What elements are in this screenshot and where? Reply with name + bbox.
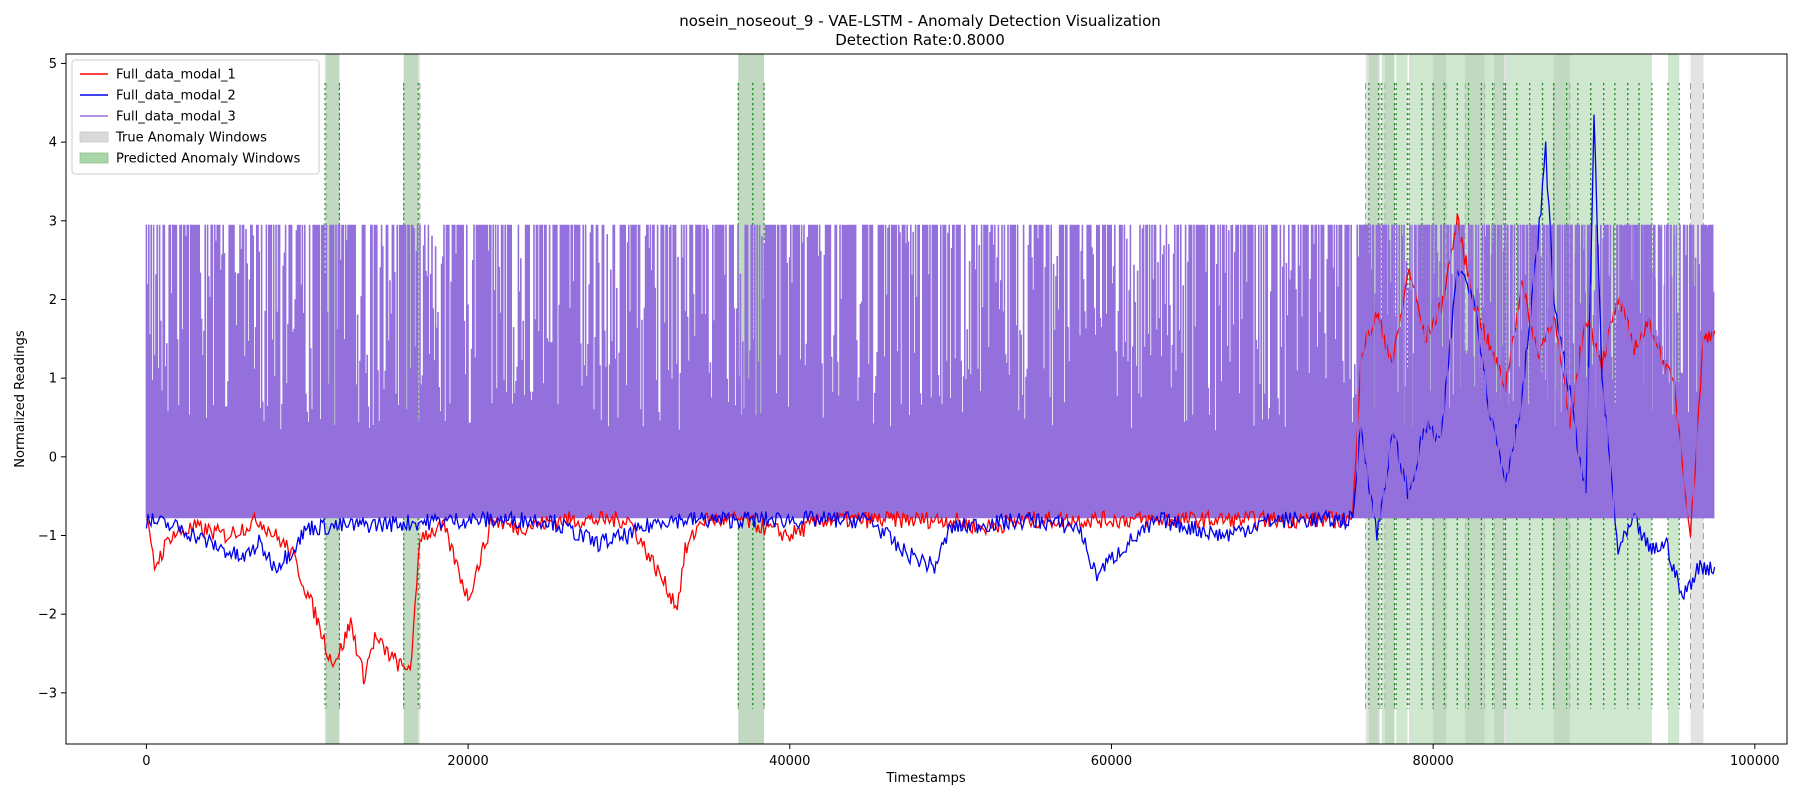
x-tick-label-1: 20000 (447, 754, 488, 769)
legend-label-0: Full_data_modal_1 (116, 68, 236, 83)
legend: Full_data_modal_1 Full_data_modal_2 Full_d… (71, 59, 320, 175)
y-tick-label-5: 2 (49, 293, 57, 308)
y-axis: −3 −2 −1 0 1 2 3 4 5 (38, 57, 66, 701)
y-tick-label-4: 1 (49, 372, 57, 387)
x-tick-label-3: 60000 (1091, 754, 1132, 769)
chart-title: nosein_noseout_9 - VAE-LSTM - Anomaly De… (679, 12, 1161, 31)
x-tick-label-0: 0 (142, 754, 150, 769)
y-axis-label: Normalized Readings (13, 330, 28, 468)
x-axis-label: Timestamps (885, 771, 966, 786)
y-tick-label-8: 5 (49, 57, 57, 72)
modal-3-band-overlay (1356, 224, 1714, 519)
y-tick-label-7: 4 (49, 136, 57, 151)
y-tick-label-0: −3 (38, 686, 57, 701)
y-tick-label-1: −2 (38, 608, 57, 623)
x-axis: 0 20000 40000 60000 80000 100000 (142, 744, 1780, 769)
x-tick-label-2: 40000 (769, 754, 810, 769)
series-layer (145, 114, 1716, 685)
legend-swatch-3 (79, 131, 109, 143)
y-tick-label-6: 3 (49, 214, 57, 229)
legend-label-4: Predicted Anomaly Windows (116, 152, 301, 167)
y-tick-label-3: 0 (49, 450, 57, 465)
legend-label-3: True Anomaly Windows (115, 131, 267, 146)
x-tick-label-5: 100000 (1730, 754, 1780, 769)
series-line-modal-1 (145, 213, 1716, 685)
legend-box (71, 59, 320, 175)
modal-3-band (145, 224, 1715, 519)
legend-label-2: Full_data_modal_3 (116, 110, 236, 125)
chart-subtitle: Detection Rate:0.8000 (835, 31, 1005, 49)
series-line-modal-2 (145, 114, 1716, 601)
plot-frame (65, 53, 1788, 745)
modal-3-band-layer (145, 224, 1715, 519)
legend-swatch-4 (79, 152, 109, 164)
x-tick-label-4: 80000 (1412, 754, 1453, 769)
legend-label-1: Full_data_modal_2 (116, 89, 236, 104)
y-tick-label-2: −1 (38, 529, 57, 544)
